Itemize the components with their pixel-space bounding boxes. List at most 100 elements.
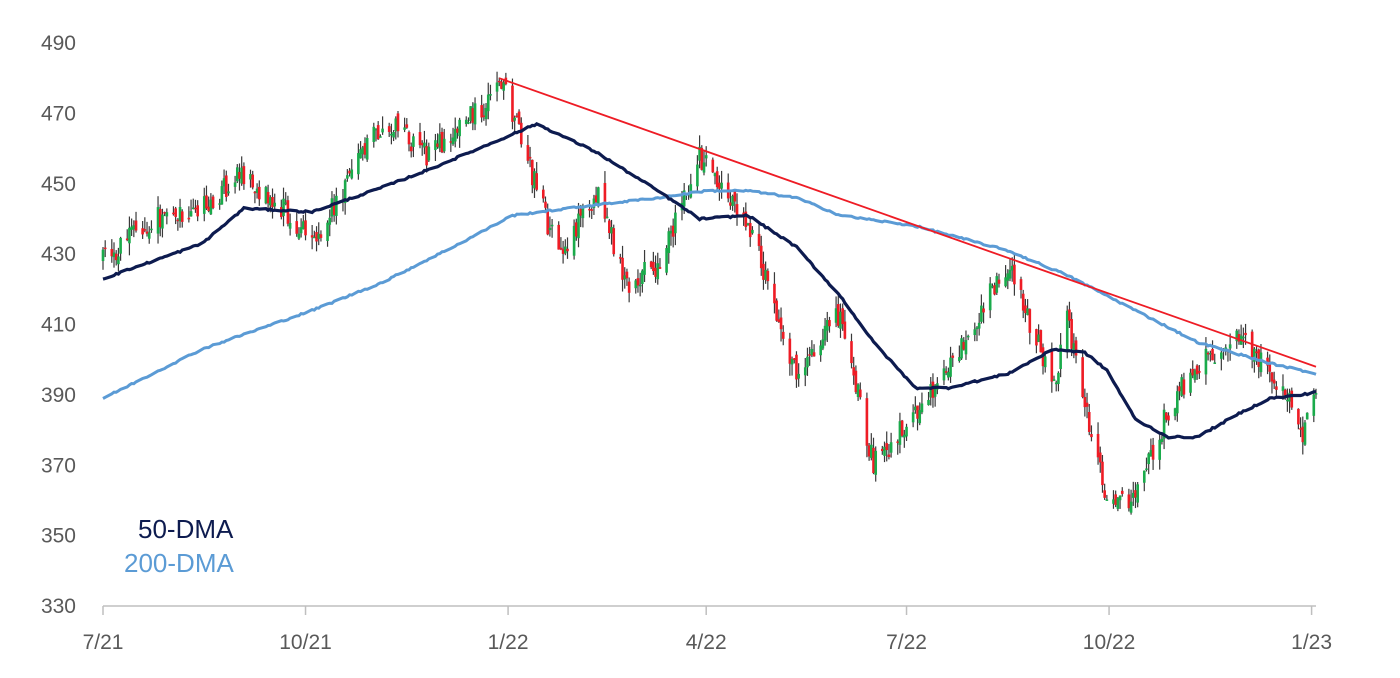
candle-body: [885, 443, 889, 451]
candle-body: [381, 128, 384, 133]
candle-body: [535, 173, 538, 190]
candle-body: [592, 198, 596, 208]
candle-body: [172, 212, 175, 215]
candle-body: [328, 217, 332, 225]
candle-body: [163, 212, 166, 214]
candle-body: [530, 159, 534, 186]
candle-body: [211, 196, 215, 208]
candle-body: [1164, 412, 1168, 420]
candle-body: [1039, 330, 1043, 353]
candle-body: [103, 247, 107, 250]
candle-body: [357, 153, 360, 175]
legend-label-ma50: 50-DMA: [138, 514, 234, 544]
candle-body: [962, 342, 966, 350]
candle-body: [418, 132, 422, 146]
candle-body: [790, 359, 794, 365]
candle-body: [202, 196, 206, 214]
candle-body: [669, 230, 673, 234]
candle-body: [390, 133, 393, 136]
candle-body: [134, 220, 138, 231]
candle-body: [1224, 347, 1228, 349]
candle-body: [194, 207, 197, 210]
candle-body: [180, 211, 184, 222]
candle-body: [605, 216, 609, 219]
candle-body: [1096, 433, 1100, 458]
candle-body: [1180, 377, 1184, 396]
candle-body: [744, 211, 748, 228]
candle-body: [682, 190, 686, 207]
candle-body: [112, 252, 116, 258]
candle-body: [1281, 386, 1285, 391]
x-tick-label: 4/22: [686, 631, 727, 654]
candle-body: [903, 434, 906, 438]
candle-body: [625, 271, 629, 279]
candle-body: [471, 108, 475, 123]
candle-body: [394, 118, 398, 132]
candle-body: [396, 113, 400, 132]
candle-body: [1043, 356, 1047, 368]
candle-body: [165, 212, 169, 217]
candle-body: [929, 384, 933, 398]
candle-body: [557, 224, 561, 250]
candle-body: [500, 81, 503, 89]
candle-body: [517, 111, 521, 124]
candle-body: [528, 156, 532, 159]
candle-body: [1129, 501, 1133, 513]
candle-body: [1070, 318, 1073, 349]
candle-body: [1037, 334, 1040, 342]
candle-body: [343, 180, 347, 204]
candle-body: [255, 188, 259, 193]
candle-body: [332, 202, 336, 215]
candle-body: [810, 348, 814, 356]
candle-body: [489, 94, 492, 96]
candle-body: [947, 372, 950, 378]
candle-body: [502, 82, 505, 91]
candle-body: [1198, 371, 1201, 373]
candle-body: [150, 228, 153, 231]
candle-body: [748, 222, 752, 238]
candle-body: [563, 246, 567, 254]
candle-body: [299, 227, 303, 234]
candle-body: [313, 236, 316, 239]
candle-body: [495, 82, 499, 92]
candle-body: [995, 276, 999, 293]
candle-body: [821, 339, 825, 349]
candle-body: [511, 85, 514, 122]
candle-body: [458, 119, 461, 137]
candle-body: [242, 166, 246, 185]
candle-body: [559, 247, 563, 250]
candle-body: [374, 128, 378, 131]
candle-body: [533, 171, 536, 189]
candle-body: [839, 311, 842, 329]
candle-body: [114, 253, 118, 261]
candle-body: [1303, 422, 1307, 445]
y-ticks-layer: 330 350 370 390 410 430 450 470 490: [41, 32, 76, 618]
candle-body: [991, 286, 994, 288]
candle-body: [920, 403, 924, 413]
candle-body: [434, 140, 437, 151]
candle-body: [1068, 309, 1071, 321]
candle-body: [407, 132, 411, 145]
candle-body: [249, 174, 252, 180]
candle-body: [729, 202, 732, 206]
candle-body: [302, 221, 305, 230]
candle-body: [718, 182, 721, 189]
candle-body: [403, 127, 406, 130]
candle-body: [1290, 390, 1294, 408]
candle-body: [1090, 434, 1093, 438]
candle-body: [1266, 357, 1269, 366]
candle-body: [898, 421, 902, 445]
candle-body: [526, 145, 530, 161]
candle-body: [993, 285, 996, 295]
candle-body: [1008, 269, 1012, 279]
candle-body: [733, 191, 737, 202]
legend: 50-DMA 200-DMA: [124, 514, 234, 578]
candle-body: [546, 208, 550, 235]
candle-body: [588, 208, 591, 211]
candle-body: [674, 212, 677, 234]
candle-body: [191, 207, 195, 210]
candle-body: [189, 211, 193, 217]
candle-body: [1160, 438, 1164, 443]
candle-body: [1305, 412, 1309, 420]
candle-body: [715, 171, 719, 188]
